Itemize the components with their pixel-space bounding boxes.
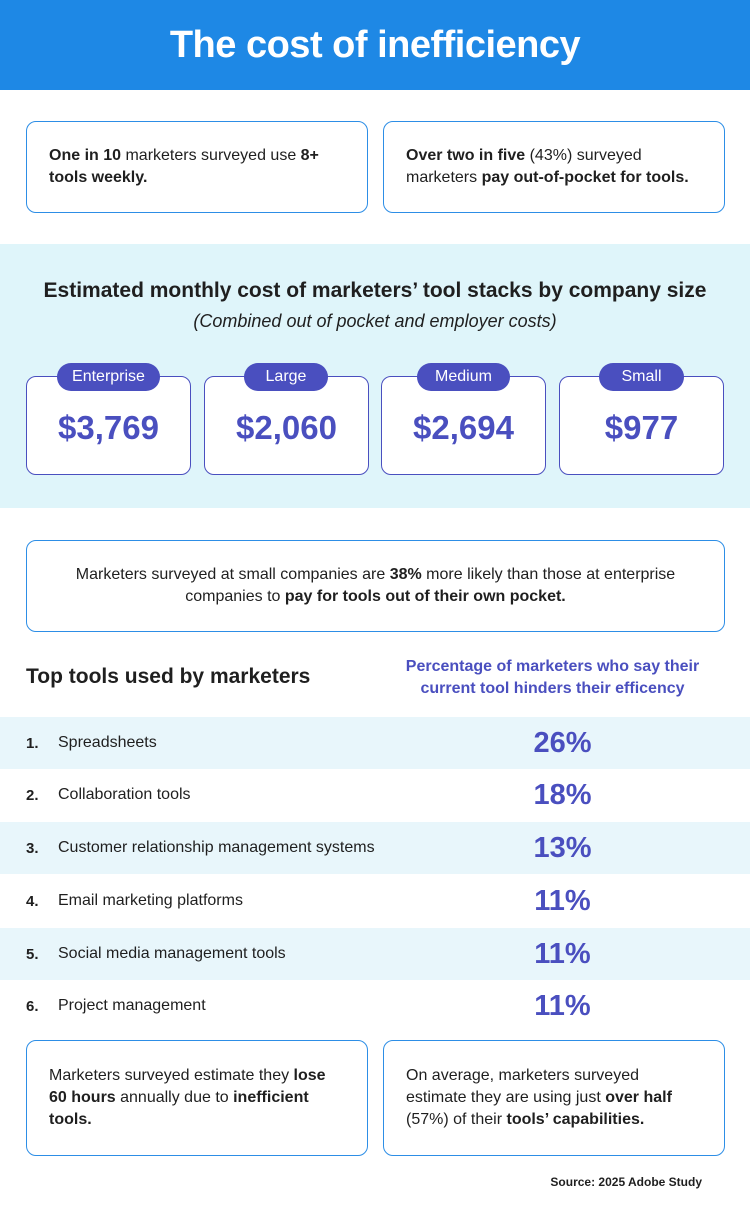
size-card-enterprise: $3,769: [26, 376, 191, 475]
stat-card-lost-hours: Marketers surveyed estimate they lose 60…: [26, 1040, 368, 1156]
size-tag-small: Small: [599, 363, 684, 391]
row-rank: 4.: [26, 892, 39, 910]
size-tag-large: Large: [244, 363, 328, 391]
size-card-small: $977: [559, 376, 724, 475]
row-tool-name: Spreadsheets: [58, 734, 157, 751]
note-emphasis: 38%: [389, 566, 422, 583]
stat-text: (57%) of their: [406, 1111, 507, 1128]
stat-card-text: One in 10 marketers surveyed use 8+ tool…: [49, 145, 345, 189]
size-value: $3,769: [58, 408, 159, 446]
row-tool-name: Social media management tools: [58, 945, 286, 962]
cost-section-title: Estimated monthly cost of marketers’ too…: [43, 279, 707, 302]
stat-card-text: Over two in five (43%) surveyed marketer…: [406, 145, 702, 189]
note-emphasis: pay for tools out of their own pocket.: [284, 588, 566, 605]
header-banner: The cost of inefficiency: [0, 0, 750, 90]
source-note: Source: 2025 Adobe Study: [550, 1175, 702, 1189]
page-title: The cost of inefficiency: [169, 23, 581, 66]
row-percentage: 18%: [533, 778, 592, 811]
row-percentage: 11%: [534, 884, 591, 917]
row-rank: 1.: [26, 734, 39, 752]
stat-emphasis: tools’ capabilities.: [506, 1111, 645, 1128]
note-text-part: more likely than those at enterprise com…: [185, 566, 676, 605]
table-row: 2. Collaboration tools 18%: [0, 769, 750, 821]
stat-emphasis: One in 10: [49, 147, 122, 164]
row-percentage: 26%: [533, 726, 592, 759]
row-rank: 5.: [26, 945, 39, 963]
size-value: $2,694: [413, 408, 514, 446]
table-row: 6. Project management 11%: [0, 980, 750, 1032]
size-value: $977: [604, 408, 679, 446]
note-text-part: Marketers surveyed at small companies ar…: [75, 566, 390, 583]
row-tool-name: Customer relationship management systems: [58, 839, 375, 856]
note-text: Marketers surveyed at small companies ar…: [67, 564, 684, 608]
stat-card-text: Marketers surveyed estimate they lose 60…: [49, 1065, 345, 1131]
row-percentage: 11%: [534, 937, 591, 970]
stat-text: (43%) surveyed marketers: [406, 147, 642, 186]
table-row: 4. Email marketing platforms 11%: [0, 875, 750, 927]
row-rank: 2.: [26, 786, 39, 804]
stat-emphasis: over half: [605, 1089, 672, 1106]
row-tool-name: Collaboration tools: [58, 786, 191, 803]
row-percentage: 13%: [533, 831, 592, 864]
size-tag-enterprise: Enterprise: [57, 363, 160, 391]
row-tool-name: Email marketing platforms: [58, 892, 243, 909]
stat-emphasis: Over two in five: [406, 147, 526, 164]
size-tag-medium: Medium: [417, 363, 510, 391]
table-row: 5. Social media management tools 11%: [0, 928, 750, 980]
row-percentage: 11%: [534, 989, 591, 1022]
stat-card-capabilities: On average, marketers surveyed estimate …: [383, 1040, 725, 1156]
stat-text: annually due to: [115, 1089, 234, 1106]
stat-emphasis: pay out-of-pocket for tools.: [481, 169, 689, 186]
stat-card-tools-weekly: One in 10 marketers surveyed use 8+ tool…: [26, 121, 368, 213]
table-row: 1. Spreadsheets 26%: [0, 717, 750, 769]
table-row: 3. Customer relationship management syst…: [0, 822, 750, 874]
stat-card-text: On average, marketers surveyed estimate …: [406, 1065, 702, 1131]
row-rank: 3.: [26, 839, 39, 857]
size-card-large: $2,060: [204, 376, 369, 475]
size-value: $2,060: [236, 408, 337, 446]
cost-section-subtitle: (Combined out of pocket and employer cos…: [193, 311, 557, 331]
stat-text: Marketers surveyed estimate they: [49, 1067, 294, 1084]
note-card-small-companies: Marketers surveyed at small companies ar…: [26, 540, 725, 632]
percentage-heading: Percentage of marketers who say their cu…: [405, 658, 700, 697]
stat-emphasis: lose 60 hours: [49, 1067, 326, 1106]
stat-emphasis: 8+ tools weekly.: [49, 147, 319, 186]
size-card-medium: $2,694: [381, 376, 546, 475]
stat-card-out-of-pocket: Over two in five (43%) surveyed marketer…: [383, 121, 725, 213]
row-tool-name: Project management: [58, 997, 206, 1014]
row-rank: 6.: [26, 997, 39, 1015]
tools-heading: Top tools used by marketers: [26, 665, 311, 688]
stat-emphasis: inefficient tools.: [49, 1089, 309, 1128]
stat-text: marketers surveyed use: [121, 147, 301, 164]
stat-text: On average, marketers surveyed estimate …: [406, 1067, 639, 1106]
